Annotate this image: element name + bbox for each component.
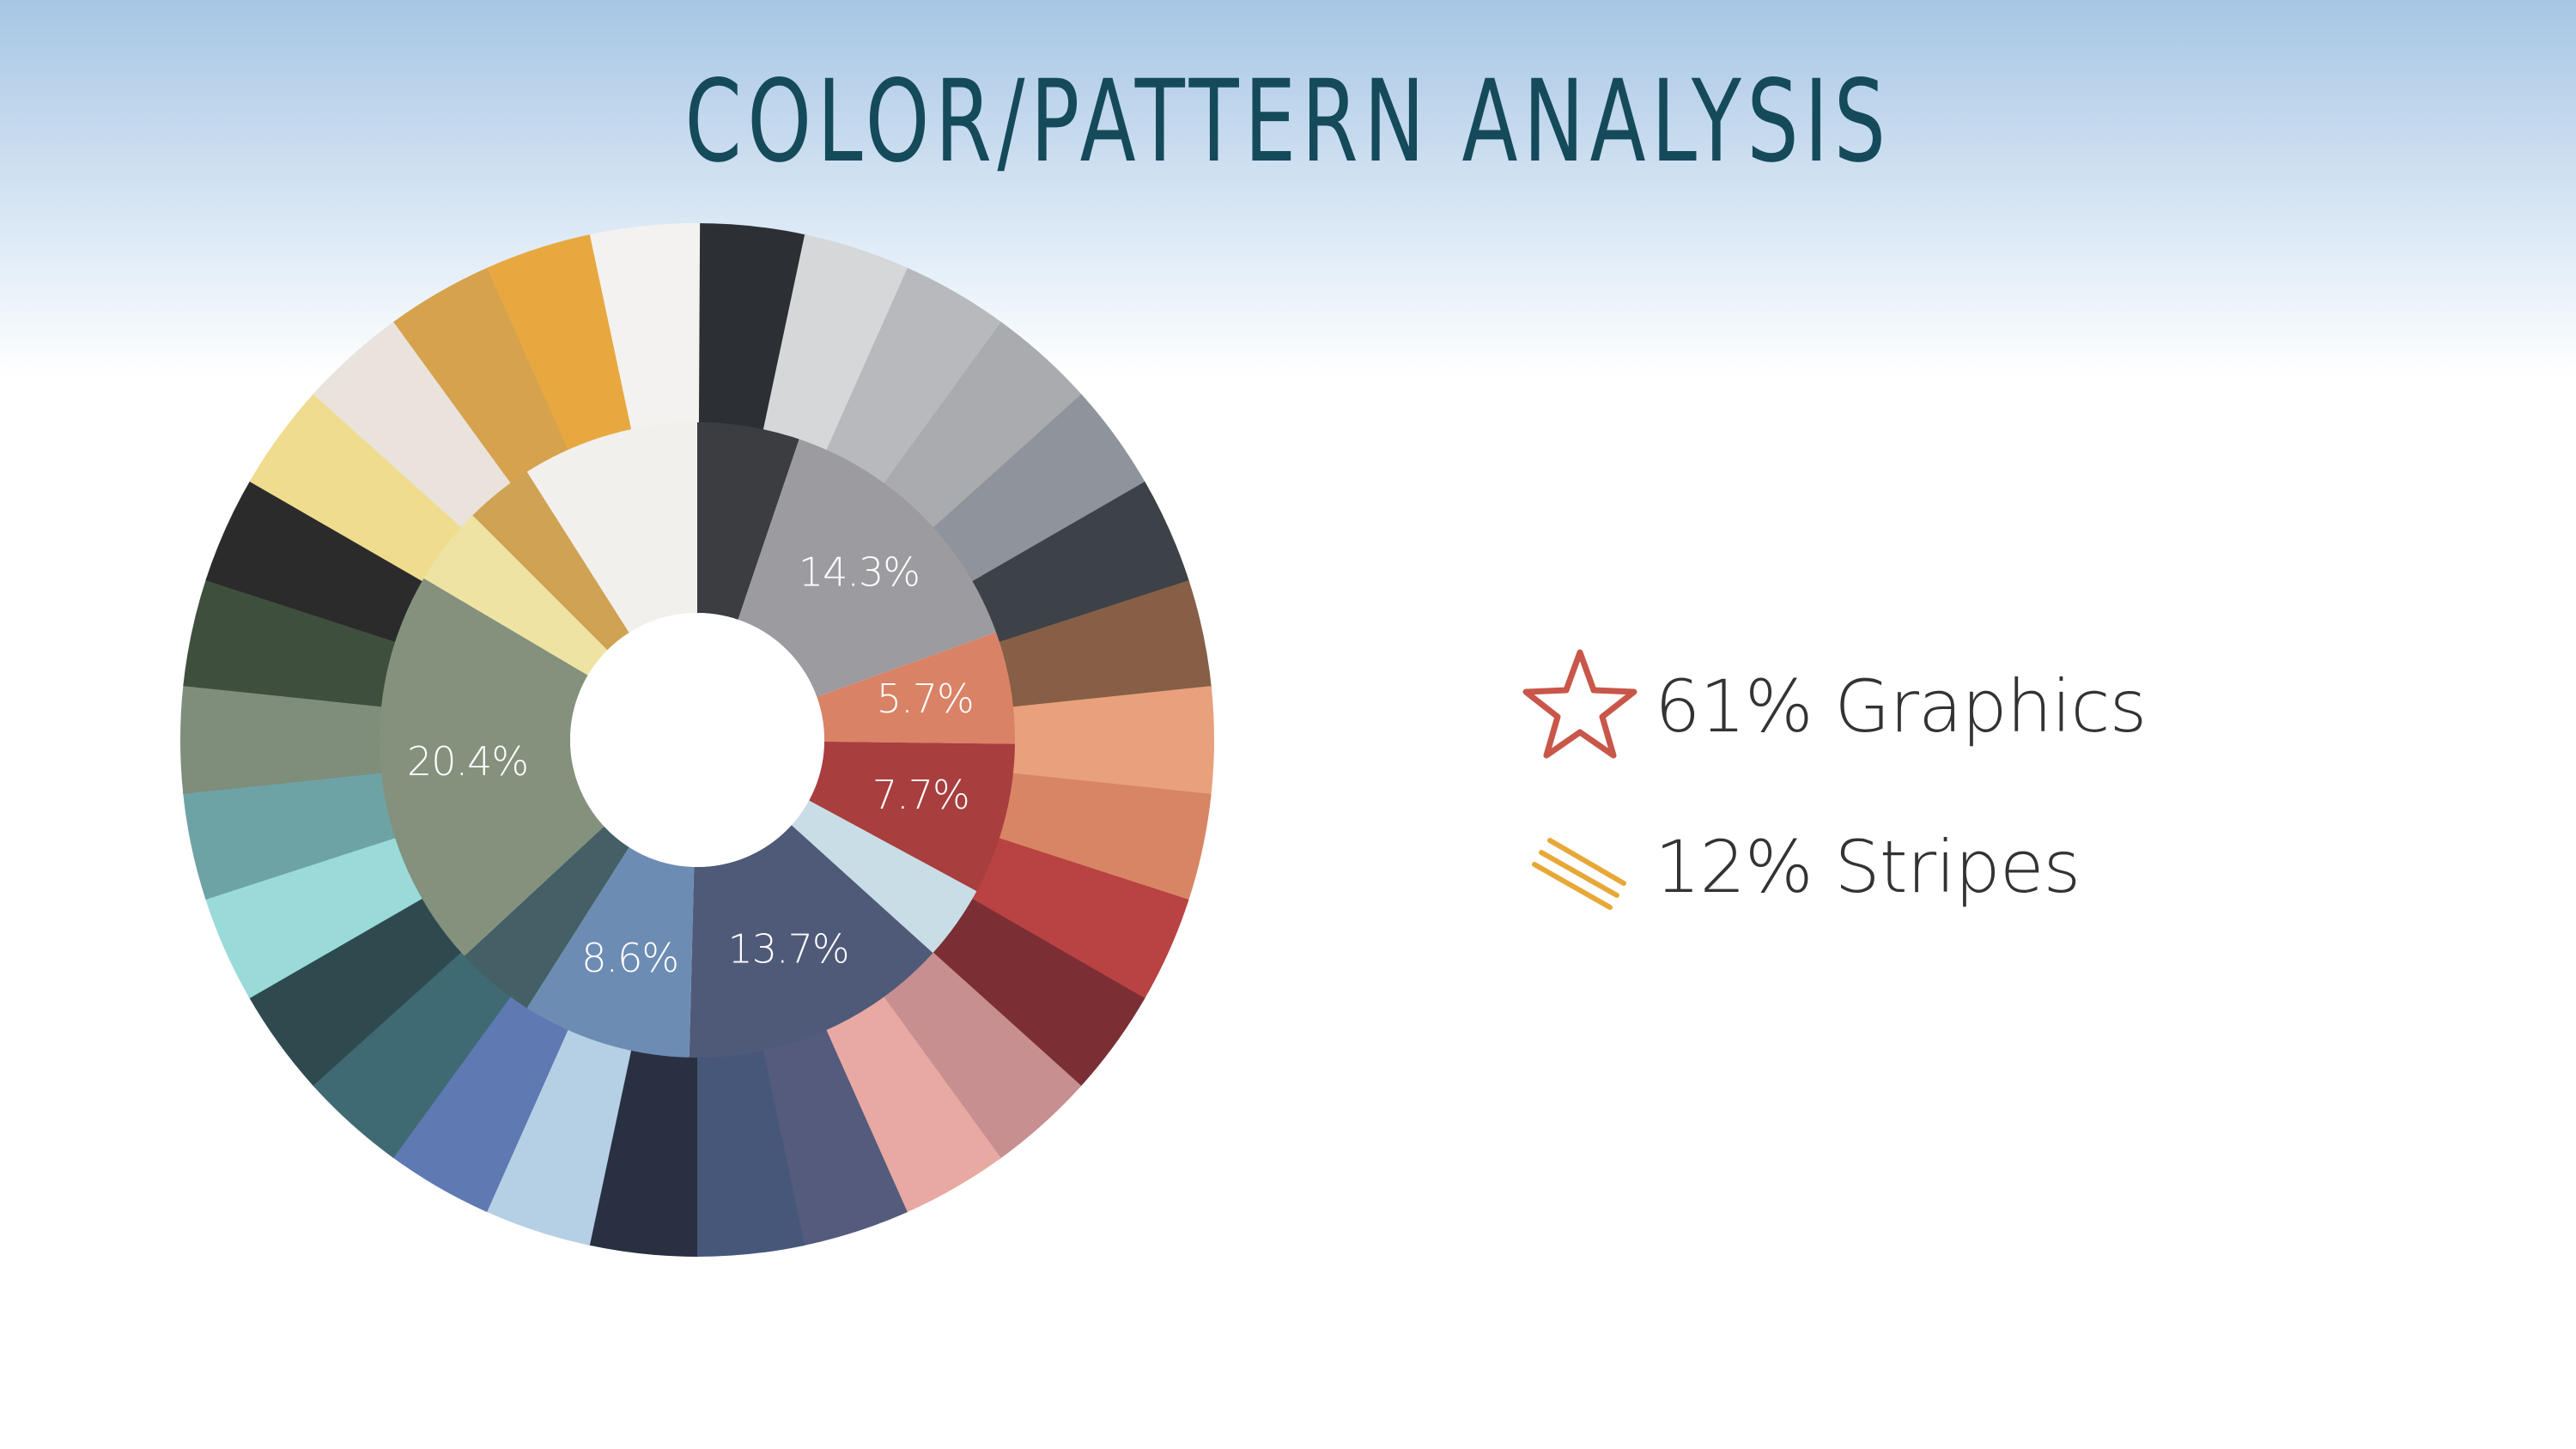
outer-band-7 [1011,686,1214,797]
inner-slice-extra-4 [791,800,977,954]
legend-item-graphics: 61% Graphics [1516,642,2147,771]
outer-band-12 [823,995,1001,1214]
outer-band-14 [694,1048,805,1257]
outer-band-6 [997,579,1212,709]
slice-label-3: 13.7% [727,926,848,973]
outer-band-28 [487,233,634,452]
page-title: COLOR/PATTERN ANALYSIS [684,56,1892,188]
outer-band-8 [997,773,1212,903]
inner-slice-4 [526,846,695,1058]
outer-band-26 [313,320,513,529]
slice-label-4: 8.6% [581,935,678,981]
outer-band-18 [311,949,512,1159]
legend-item-stripes: 12% Stripes [1516,803,2081,931]
slice-label-2: 7.7% [872,772,969,818]
outer-band-19 [248,896,463,1086]
outer-band-25 [249,391,464,582]
outer-band-2 [825,268,1004,486]
slice-label-1: 5.7% [877,676,974,722]
outer-band-11 [881,951,1082,1160]
outer-band-4 [932,394,1146,584]
inner-slice-1 [817,632,1016,744]
inner-slice-extra-7 [464,826,629,1009]
inner-slice-3 [689,825,933,1058]
stripes-icon [1532,838,1626,910]
outer-band-23 [183,577,398,707]
slice-labels: 14.3% 5.7% 7.7% 13.7% 8.6% 20.4% [407,549,975,981]
outer-band-21 [182,771,398,900]
inner-slice-extra-9 [423,515,608,676]
outer-band-1 [762,234,910,452]
outer-band-29 [589,222,701,432]
outer-band-13 [761,1028,908,1246]
inner-slice-extra-10 [472,471,629,651]
outer-band-10 [931,898,1145,1088]
inner-slice-2 [809,741,1015,892]
slice-label-5: 20.4% [407,738,528,785]
inner-slice-0 [738,439,997,697]
outer-band-0 [697,223,808,432]
outer-band-16 [484,1028,632,1246]
outer-band-9 [969,837,1189,1001]
inner-slice-5 [379,578,605,956]
outer-band-3 [883,321,1084,530]
legend-label-graphics: 61% Graphics [1655,664,2147,749]
star-icon [1522,649,1637,759]
outer-band-5 [970,482,1190,645]
inner-slice-extra-0 [697,422,799,620]
outer-band-22 [179,682,384,794]
outer-band-24 [205,479,425,643]
outer-band-17 [391,994,569,1212]
inner-ring [379,422,1016,1058]
outer-band-15 [586,1048,697,1257]
slice-label-0: 14.3% [799,549,920,596]
outer-ring [179,222,1214,1257]
donut-hole [570,613,824,867]
outer-band-27 [393,266,571,485]
inner-slice-extra-11 [526,422,697,634]
outer-band-20 [204,835,424,998]
legend-label-stripes: 12% Stripes [1655,825,2081,909]
